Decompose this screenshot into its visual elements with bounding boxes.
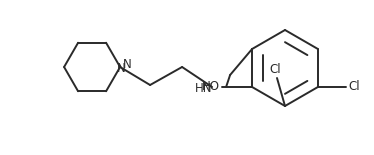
Text: Cl: Cl [348,80,359,93]
Text: HN: HN [194,82,212,95]
Text: Cl: Cl [269,63,281,76]
Text: N: N [123,58,132,71]
Text: N: N [117,62,125,75]
Text: HO: HO [202,80,220,93]
